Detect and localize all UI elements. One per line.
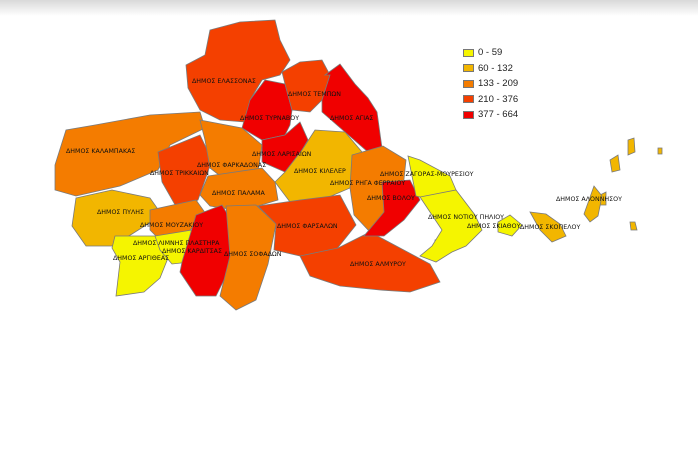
region-label: ΔΗΜΟΣ ΠΑΛΑΜΑ	[212, 190, 266, 197]
legend-item: 377 - 664	[463, 107, 518, 123]
island-region	[657, 147, 663, 155]
region-20	[363, 179, 421, 237]
legend-label: 133 - 209	[478, 78, 519, 90]
legend-item: 60 - 132	[463, 61, 518, 77]
region-23	[497, 214, 523, 237]
region-label: ΔΗΜΟΣ ΤΥΡΝΑΒΟΥ	[240, 115, 299, 122]
region-label: ΔΗΜΟΣ ΕΛΑΣΣΟΝΑΣ	[192, 78, 256, 85]
region-label: ΔΗΜΟΣ ΣΚΙΑΘΟΥ	[467, 223, 521, 230]
window-top-bar	[0, 0, 698, 16]
island-region	[629, 221, 638, 231]
legend-item: 133 - 209	[463, 76, 518, 92]
region-label: ΔΗΜΟΣ ΑΡΓΙΘΕΑΣ	[113, 255, 169, 262]
region-label: ΔΗΜΟΣ ΚΙΛΕΛΕΡ	[294, 168, 346, 175]
region-label: ΔΗΜΟΣ ΚΑΛΑΜΠΑΚΑΣ	[66, 148, 135, 155]
region-16	[219, 204, 277, 311]
region-label: ΔΗΜΟΣ ΑΛΜΥΡΟΥ	[350, 261, 406, 268]
region-24	[529, 211, 567, 243]
region-25	[583, 185, 603, 223]
legend-swatch	[463, 79, 474, 88]
legend-item: 0 - 59	[463, 45, 518, 61]
region-label: ΔΗΜΟΣ ΖΑΓΟΡΑΣ-ΜΟΥΡΕΣΙΟΥ	[380, 171, 474, 178]
legend-label: 0 - 59	[478, 47, 503, 59]
legend-label: 210 - 376	[478, 93, 519, 105]
region-10	[199, 167, 279, 211]
region-label: ΔΗΜΟΣ ΣΚΟΠΕΛΟΥ	[520, 224, 580, 231]
legend-swatch	[463, 95, 474, 104]
legend-label: 60 - 132	[478, 62, 513, 74]
legend-swatch	[463, 64, 474, 73]
region-18	[299, 231, 441, 293]
region-7	[54, 111, 206, 197]
island-region	[627, 137, 636, 156]
legend-label: 377 - 664	[478, 109, 519, 121]
region-label: ΔΗΜΟΣ ΜΟΥΖΑΚΙΟΥ	[140, 222, 203, 229]
map-legend: 0 - 59 60 - 132 133 - 209 210 - 376 377 - 66…	[463, 45, 518, 123]
region-label: ΔΗΜΟΣ ΑΓΙΑΣ	[330, 115, 373, 122]
region-label: ΔΗΜΟΣ ΦΑΡΣΑΛΩΝ	[277, 223, 338, 230]
region-label: ΔΗΜΟΣ ΑΛΟΝΝΗΣΟΥ	[556, 196, 622, 203]
region-label: ΔΗΜΟΣ ΠΥΛΗΣ	[97, 209, 144, 216]
region-label: ΔΗΜΟΣ ΤΕΜΠΩΝ	[288, 91, 341, 98]
island-region	[609, 154, 621, 173]
region-label: ΔΗΜΟΣ ΛΙΜΝΗΣ ΠΛΑΣΤΗΡΑ	[133, 240, 220, 247]
region-8	[157, 134, 213, 211]
region-label: ΔΗΜΟΣ ΦΑΡΚΑΔΟΝΑΣ	[197, 162, 266, 169]
region-label: ΔΗΜΟΣ ΚΑΡΔΙΤΣΑΣ	[162, 248, 222, 255]
region-label: ΔΗΜΟΣ ΛΑΡΙΣΑΙΩΝ	[252, 151, 312, 158]
region-label: ΔΗΜΟΣ ΒΟΛΟΥ	[367, 195, 415, 202]
legend-swatch	[463, 48, 474, 57]
region-label: ΔΗΜΟΣ ΝΟΤΙΟΥ ΠΗΛΙΟΥ	[428, 214, 504, 221]
region-label: ΔΗΜΟΣ ΡΗΓΑ ΦΕΡΡΑΙΟΥ	[330, 180, 405, 187]
region-label: ΔΗΜΟΣ ΣΟΦΑΔΩΝ	[224, 251, 282, 258]
region-22	[419, 189, 483, 263]
region-11	[71, 189, 163, 247]
legend-swatch	[463, 110, 474, 119]
legend-item: 210 - 376	[463, 92, 518, 108]
region-label: ΔΗΜΟΣ ΤΡΙΚΚΑΙΩΝ	[150, 170, 209, 177]
